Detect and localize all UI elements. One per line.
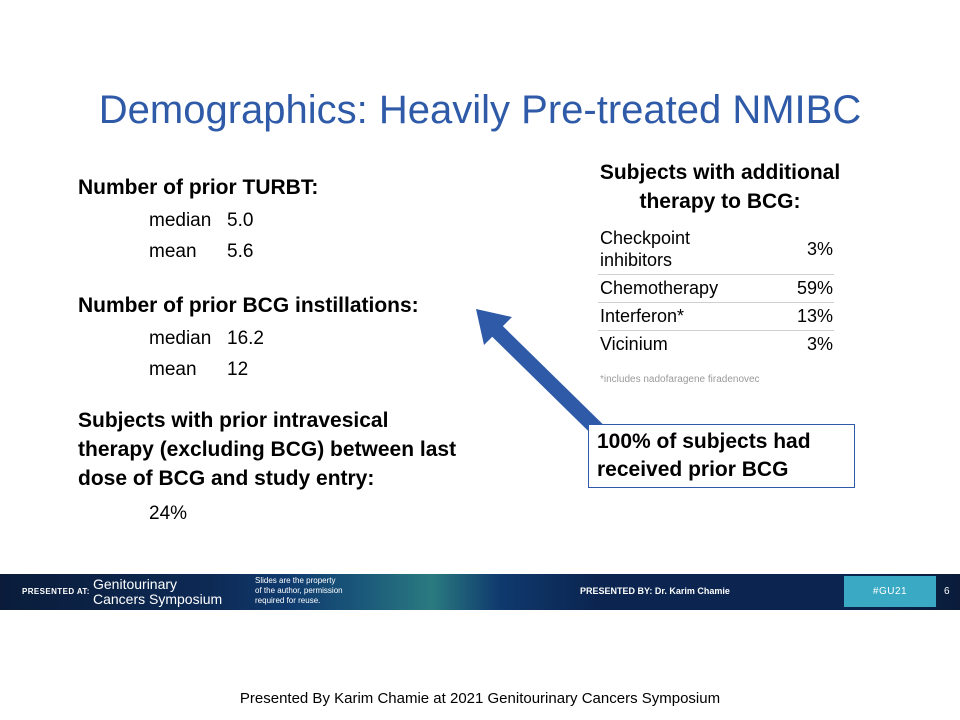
- turbt-median-row: median 5.0: [149, 210, 253, 232]
- therapy-label: Chemotherapy: [600, 278, 719, 298]
- additional-therapy-title-line: therapy to BCG:: [639, 190, 801, 213]
- symposium-name-line: Cancers Symposium: [93, 591, 223, 607]
- therapy-label-line: Checkpoint: [600, 228, 691, 248]
- turbt-mean-value: 5.6: [227, 241, 254, 262]
- therapy-label: Interferon*: [600, 306, 685, 326]
- slide-title: Demographics: Heavily Pre-treated NMIBC: [98, 88, 862, 132]
- symposium-name: Genitourinary Cancers Symposium: [93, 577, 222, 607]
- page-number: 6: [944, 586, 950, 597]
- table-row: Chemotherapy 59%: [598, 275, 834, 303]
- bcg-median-row: median 16.2: [149, 328, 264, 350]
- additional-therapy-title: Subjects with additional therapy to BCG:: [570, 158, 870, 216]
- intravesical-heading: Subjects with prior intravesical therapy…: [78, 406, 456, 493]
- property-notice-line: Slides are the property: [255, 576, 336, 585]
- turbt-mean-label: mean: [149, 241, 197, 262]
- therapy-label-line: inhibitors: [600, 250, 673, 270]
- table-row: Vicinium 3%: [598, 331, 834, 359]
- turbt-heading: Number of prior TURBT:: [78, 176, 319, 199]
- additional-therapy-table: Checkpoint inhibitors 3% Chemotherapy 59…: [598, 225, 834, 358]
- additional-therapy-title-line: Subjects with additional: [599, 161, 841, 184]
- turbt-median-label: median: [149, 210, 212, 231]
- therapy-label: Checkpoint inhibitors: [598, 225, 776, 275]
- bcg-mean-value: 12: [227, 359, 249, 380]
- therapy-value: 59%: [796, 278, 833, 298]
- therapy-value: 13%: [796, 306, 833, 326]
- presenter-credit: Presented By Karim Chamie at 2021 Genito…: [239, 690, 721, 707]
- intravesical-value: 24%: [149, 503, 188, 524]
- therapy-value: 3%: [806, 334, 833, 354]
- turbt-median-value: 5.0: [227, 210, 254, 231]
- bcg-median-value: 16.2: [227, 328, 264, 349]
- table-row: Interferon* 13%: [598, 303, 834, 331]
- therapy-value: 3%: [806, 239, 833, 259]
- intravesical-heading-line: therapy (excluding BCG) between last: [78, 438, 457, 461]
- intravesical-heading-line: dose of BCG and study entry:: [78, 467, 375, 490]
- property-notice-line: required for reuse.: [255, 596, 321, 605]
- footer-banner: PRESENTED AT: Genitourinary Cancers Symp…: [0, 574, 960, 610]
- table-row: Checkpoint inhibitors 3%: [598, 225, 834, 275]
- arrow-head-icon: [476, 309, 512, 345]
- callout-line: 100% of subjects had: [597, 430, 811, 453]
- turbt-mean-row: mean 5.6: [149, 241, 253, 263]
- property-notice: Slides are the property of the author, p…: [255, 576, 343, 606]
- callout-box: 100% of subjects had received prior BCG: [588, 424, 855, 488]
- callout-line: received prior BCG: [597, 458, 789, 481]
- arrow-shaft: [486, 320, 606, 438]
- table-footnote: *includes nadofaragene firadenovec: [600, 374, 760, 385]
- symposium-name-line: Genitourinary: [93, 576, 178, 592]
- presented-at-label: PRESENTED AT:: [22, 587, 90, 596]
- bcg-mean-label: mean: [149, 359, 197, 380]
- therapy-label: Vicinium: [600, 334, 668, 354]
- presented-by: PRESENTED BY: Dr. Karim Chamie: [580, 586, 730, 596]
- bcg-heading: Number of prior BCG instillations:: [78, 294, 419, 317]
- property-notice-line: of the author, permission: [255, 586, 343, 595]
- bcg-mean-row: mean 12: [149, 359, 248, 381]
- bcg-median-label: median: [149, 328, 212, 349]
- intravesical-heading-line: Subjects with prior intravesical: [78, 409, 389, 432]
- hashtag-badge: #GU21: [844, 576, 936, 607]
